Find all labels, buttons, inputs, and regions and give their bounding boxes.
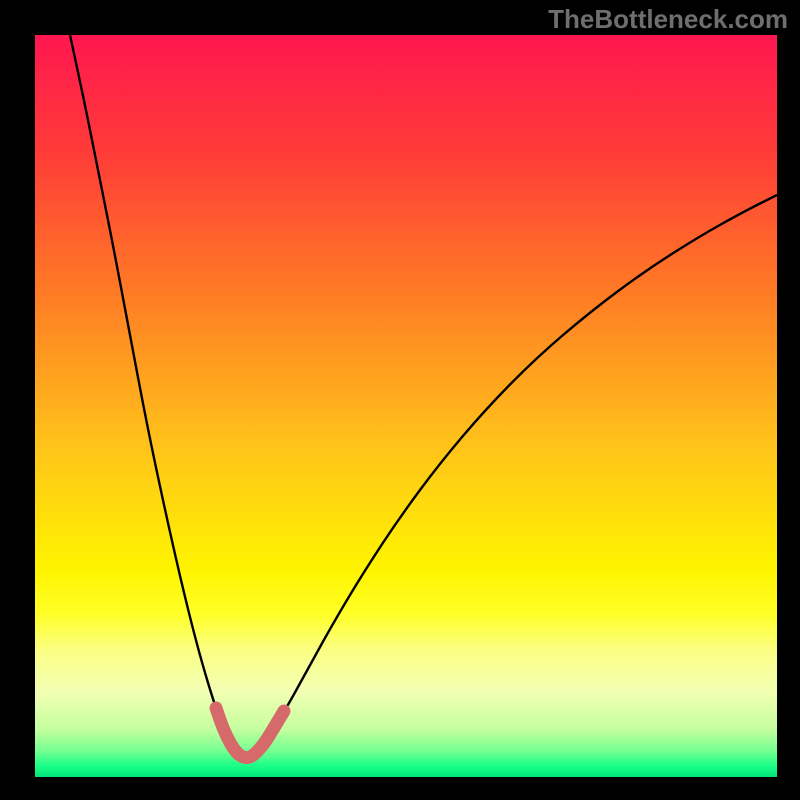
bottleneck-chart [35, 35, 777, 777]
watermark-text: TheBottleneck.com [548, 4, 788, 35]
chart-background-gradient [35, 35, 777, 777]
